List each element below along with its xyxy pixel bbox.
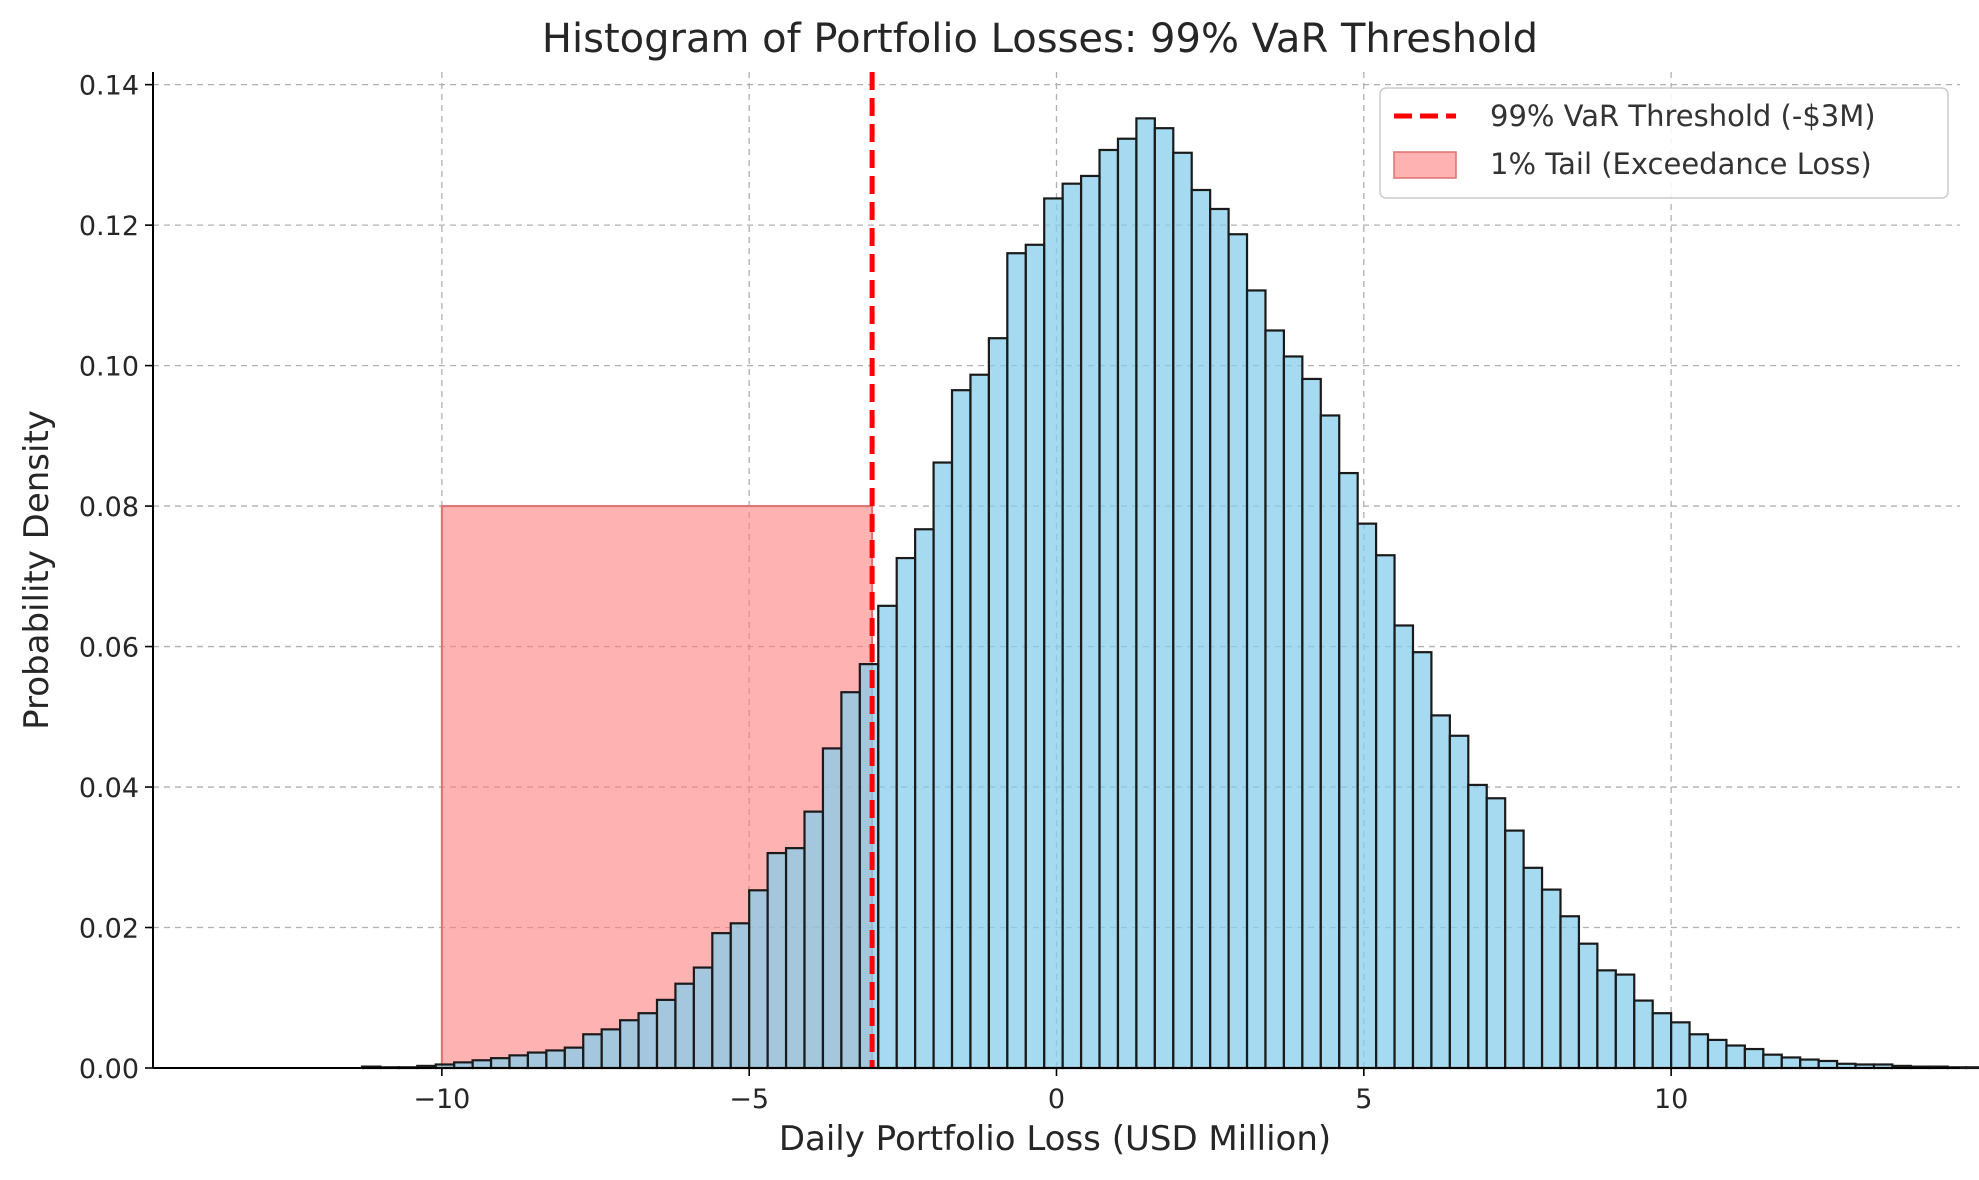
histogram-bar [1116, 137, 1138, 1070]
y-tick-label: 0.00 [79, 1054, 139, 1085]
histogram-bar [821, 747, 843, 1070]
legend-var-label: 99% VaR Threshold (-$3M) [1490, 99, 1876, 133]
histogram-bar [1504, 829, 1525, 1070]
histogram-bar [1725, 1044, 1746, 1070]
y-tick-label: 0.10 [79, 352, 139, 383]
histogram-bar [914, 528, 935, 1070]
histogram-bar [1393, 624, 1415, 1070]
histogram-bar [1079, 174, 1101, 1070]
histogram-bar [1467, 783, 1488, 1070]
histogram-bar [1153, 127, 1175, 1070]
histogram-bar [1430, 714, 1451, 1070]
histogram-bar [1282, 355, 1304, 1070]
histogram-bar [932, 461, 954, 1070]
histogram-bar [895, 556, 917, 1070]
y-axis-label: Probability Density [17, 410, 57, 730]
histogram-bar [748, 889, 769, 1070]
chart-title: Histogram of Portfolio Losses: 99% VaR T… [542, 16, 1538, 62]
histogram-bar [1319, 414, 1341, 1070]
histogram-bar [1245, 289, 1267, 1070]
histogram-bar [1024, 243, 1046, 1070]
x-axis-ticks: −10 −5 0 5 10 [413, 1068, 1688, 1115]
histogram-bar [784, 847, 806, 1070]
histogram-bar [1485, 797, 1507, 1070]
histogram-bar [840, 691, 861, 1070]
y-tick-label: 0.04 [79, 773, 139, 804]
histogram-bar [1338, 471, 1359, 1070]
histogram-bar [1688, 1033, 1710, 1070]
legend: 99% VaR Threshold (-$3M) 1% Tail (Exceeda… [1379, 87, 1949, 199]
histogram-bar [1706, 1038, 1728, 1070]
histogram-bar [969, 373, 990, 1070]
x-tick-label: 0 [1048, 1084, 1065, 1115]
x-tick-label: −10 [413, 1084, 470, 1115]
histogram-bar [619, 1019, 640, 1070]
histogram-bar [1651, 1012, 1673, 1070]
histogram-bar [1522, 866, 1544, 1070]
histogram-bar [1043, 197, 1064, 1070]
legend-tail-label: 1% Tail (Exceedance Loss) [1490, 147, 1872, 181]
histogram-bar [1670, 1021, 1691, 1070]
histogram-bar [1577, 942, 1599, 1070]
y-tick-label: 0.14 [79, 71, 139, 102]
histogram-bar [1135, 117, 1156, 1070]
histogram-bar [508, 1054, 530, 1070]
histogram-bar [1762, 1053, 1783, 1070]
histogram-bar [1448, 734, 1470, 1070]
histogram-bar [471, 1059, 493, 1070]
histogram-bar [1264, 329, 1286, 1070]
histogram-bar [692, 966, 714, 1070]
histogram-bar [545, 1049, 566, 1070]
histogram-bar [1559, 915, 1581, 1070]
histogram-bar [1301, 377, 1322, 1070]
histogram-bar [1614, 973, 1636, 1070]
histogram-bar [1375, 554, 1396, 1070]
histogram-bar [1596, 969, 1617, 1070]
histogram-bar [1965, 1066, 1979, 1070]
histogram-bar [711, 932, 732, 1070]
histogram-bar [582, 1033, 603, 1070]
histogram-bar [1633, 999, 1654, 1070]
y-tick-label: 0.12 [79, 211, 139, 242]
histogram-bar [674, 982, 695, 1070]
histogram-bar [1817, 1059, 1839, 1070]
x-tick-label: −5 [729, 1084, 769, 1115]
histogram-bar [1172, 151, 1193, 1070]
histogram-bar [655, 998, 677, 1070]
histogram-bar [858, 663, 880, 1070]
histogram-bar [526, 1051, 548, 1070]
y-tick-label: 0.08 [79, 492, 139, 523]
histogram-bar [877, 604, 898, 1070]
legend-tail-swatch [1393, 151, 1457, 179]
histogram-bar [803, 810, 825, 1070]
histogram-bar [1006, 252, 1027, 1070]
histogram-bar [600, 1028, 622, 1070]
histogram-bar [637, 1012, 659, 1070]
histogram-bar [489, 1057, 511, 1070]
histogram-bar [1061, 182, 1083, 1070]
histogram-bar [987, 337, 1009, 1070]
histogram-bar [950, 389, 972, 1070]
histogram-bar [1780, 1056, 1802, 1070]
histogram-bar [1411, 651, 1433, 1070]
histogram-bar [1209, 207, 1230, 1070]
x-tick-label: 10 [1654, 1084, 1688, 1115]
legend-box [1379, 87, 1949, 199]
histogram-bar [1540, 888, 1562, 1070]
y-axis-ticks: 0.00 0.02 0.04 0.06 0.08 0.10 0.12 0.14 [79, 71, 153, 1085]
histogram-bar [1098, 148, 1120, 1070]
histogram-bar [729, 922, 751, 1070]
histogram-bar [766, 851, 788, 1070]
histogram-bar [1799, 1058, 1820, 1070]
histogram-bar [1743, 1047, 1765, 1070]
histogram-bar [1190, 188, 1212, 1070]
histogram-bar [563, 1046, 585, 1070]
x-axis-label: Daily Portfolio Loss (USD Million) [779, 1119, 1331, 1159]
y-tick-label: 0.06 [79, 633, 139, 664]
y-tick-label: 0.02 [79, 914, 139, 945]
histogram-bar [1227, 233, 1249, 1070]
x-tick-label: 5 [1355, 1084, 1372, 1115]
histogram-bar [1356, 522, 1378, 1070]
